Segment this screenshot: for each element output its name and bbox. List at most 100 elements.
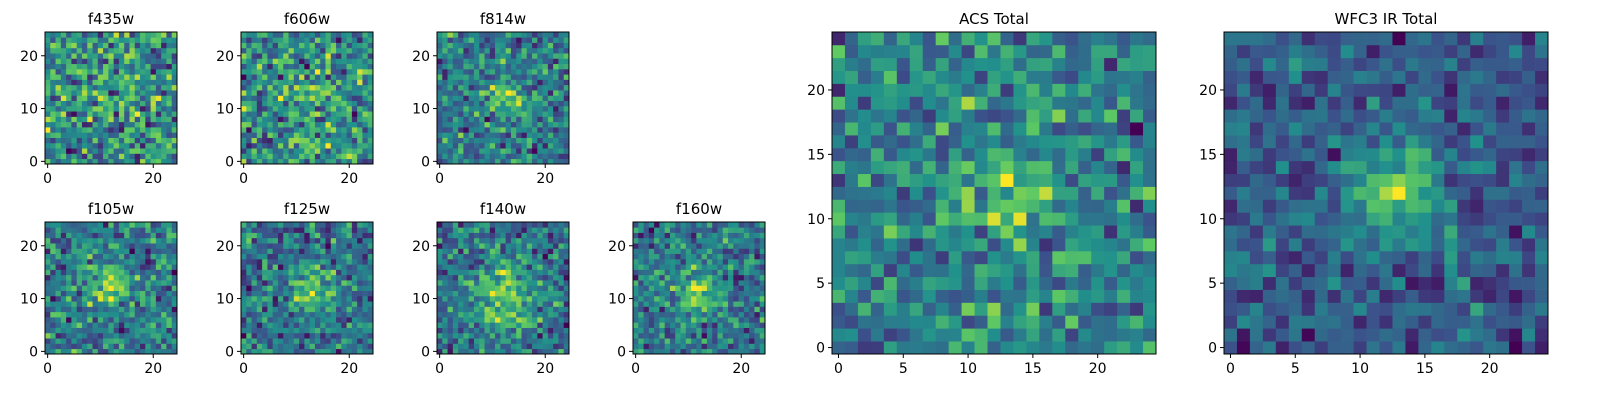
heatmap-cell (293, 322, 300, 328)
heatmap-cell (542, 158, 549, 165)
heatmap-cell (113, 79, 120, 86)
heatmap-cell (129, 105, 136, 112)
heatmap-cell (140, 253, 146, 260)
heatmap-cell (521, 137, 528, 144)
heatmap-cell (140, 142, 146, 149)
heatmap-cell (299, 153, 305, 160)
heatmap-cell (484, 327, 491, 334)
heatmap-cell (341, 280, 347, 286)
heatmap-cell (113, 237, 120, 244)
heatmap-cell (1039, 302, 1053, 316)
heatmap-cell (330, 290, 337, 297)
heatmap-cell (66, 227, 72, 233)
heatmap-cell (728, 269, 734, 276)
heatmap-cell (759, 317, 766, 323)
heatmap-cell (706, 306, 713, 313)
heatmap-cell (140, 332, 146, 339)
heatmap-cell (108, 116, 114, 123)
heatmap-cell (458, 137, 464, 144)
heatmap-cell (463, 142, 470, 149)
heatmap-cell (558, 100, 565, 107)
heatmap-cell (922, 315, 937, 329)
heatmap-cell (103, 90, 109, 96)
heatmap-cell (733, 295, 739, 302)
heatmap-cell (558, 158, 565, 165)
heatmap-cell (161, 322, 167, 328)
heatmap-cell (330, 116, 337, 123)
heatmap-cell (155, 42, 162, 49)
heatmap-cell (129, 127, 136, 133)
heatmap-cell (320, 306, 326, 313)
heatmap-cell (563, 95, 570, 101)
heatmap-cell (510, 153, 517, 160)
heatmap-cell (256, 121, 263, 128)
heatmap-cell (706, 248, 713, 255)
heatmap-cell (1104, 315, 1118, 329)
heatmap-cell (857, 315, 872, 329)
heatmap-cell (76, 280, 83, 286)
heatmap-cell (241, 280, 247, 286)
heatmap-cell (468, 105, 475, 112)
heatmap-cell (532, 121, 538, 128)
heatmap-cell (76, 348, 83, 355)
heatmap-cell (526, 280, 533, 286)
heatmap-cell (283, 116, 289, 123)
heatmap-cell (66, 248, 72, 255)
heatmap-cell (272, 95, 279, 101)
heatmap-cell (262, 84, 268, 91)
heatmap-cell (134, 37, 141, 43)
heatmap-cell (717, 301, 724, 307)
heatmap-cell (1091, 276, 1105, 290)
heatmap-cell (277, 227, 284, 233)
heatmap-cell (277, 285, 284, 291)
heatmap-cell (60, 47, 67, 54)
heatmap-cell (71, 105, 78, 112)
heatmap-cell (108, 237, 114, 244)
heatmap-cell (547, 58, 554, 65)
heatmap-cell (71, 295, 78, 302)
heatmap-cell (489, 327, 496, 334)
heatmap-cell (553, 116, 559, 123)
heatmap-cell (103, 295, 109, 302)
heatmap-cell (145, 338, 151, 344)
heatmap-cell (553, 285, 559, 291)
heatmap-cell (896, 147, 911, 162)
heatmap-cell (437, 148, 443, 154)
heatmap-cell (267, 253, 274, 260)
heatmap-cell (108, 290, 114, 297)
heatmap-cell (722, 327, 729, 334)
heatmap-cell (45, 285, 51, 291)
heatmap-cell (521, 105, 528, 112)
heatmap-cell (283, 84, 289, 91)
heatmap-cell (437, 53, 443, 59)
heatmap-cell (1039, 212, 1053, 226)
heatmap-cell (1091, 96, 1105, 110)
heatmap-cell (134, 121, 141, 128)
heatmap-cell (81, 295, 88, 302)
heatmap-cell (262, 42, 268, 49)
heatmap-cell (844, 276, 859, 290)
heatmap-cell (256, 90, 263, 96)
heatmap-cell (267, 232, 274, 239)
heatmap-cell (754, 280, 761, 286)
heatmap-cell (870, 212, 885, 226)
heatmap-cell (113, 74, 120, 80)
heatmap-cell (97, 264, 104, 270)
heatmap-cell (351, 343, 358, 350)
heatmap-cell (299, 301, 305, 307)
heatmap-cell (442, 84, 448, 91)
heatmap-cell (283, 90, 289, 96)
heatmap-cell (468, 127, 475, 133)
heatmap-cell (341, 290, 347, 297)
heatmap-cell (367, 137, 374, 144)
heatmap-cell (145, 116, 151, 123)
heatmap-cell (1104, 289, 1118, 303)
y-tick-label: 0 (29, 344, 38, 360)
heatmap-cell (108, 243, 114, 249)
heatmap-cell (1065, 135, 1079, 149)
heatmap-cell (129, 121, 136, 128)
heatmap-cell (495, 269, 501, 276)
heatmap-cell (272, 58, 279, 65)
heatmap-cell (325, 338, 332, 344)
heatmap-cell (659, 317, 666, 323)
